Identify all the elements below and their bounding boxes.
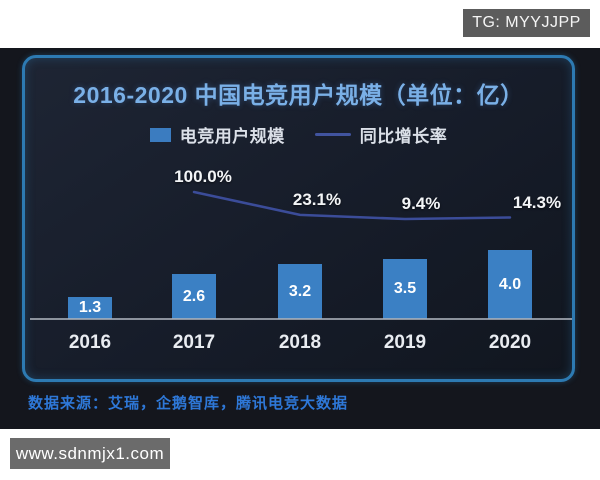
legend-item-growth: 同比增长率 xyxy=(314,122,448,147)
growth-rate-label-2019: 9.4% xyxy=(401,194,441,213)
telegram-badge: TG: MYYJJPP xyxy=(463,9,590,37)
bar-value-label-2016: 1.3 xyxy=(78,299,102,316)
bar-2018 xyxy=(278,264,322,319)
bar-2017 xyxy=(172,274,216,319)
line-series-swatch-icon xyxy=(314,133,351,136)
legend-label-users: 电竞用户规模 xyxy=(179,127,285,146)
x-axis-label-2017: 2017 xyxy=(172,332,216,353)
bar-value-label-2018: 3.2 xyxy=(288,282,312,300)
bar-2020 xyxy=(488,250,532,319)
chart-title: 2016-2020 中国电竞用户规模（单位：亿） xyxy=(73,82,524,108)
bar-value-label-2019: 3.5 xyxy=(393,280,417,297)
x-axis-label-2020: 2020 xyxy=(488,332,532,353)
growth-rate-label-2017: 100.0% xyxy=(174,167,232,186)
chart-legend: 电竞用户规模 同比增长率 xyxy=(22,122,575,147)
x-axis-label-2019: 2019 xyxy=(383,332,427,353)
x-axis-label-2018: 2018 xyxy=(278,332,322,353)
x-axis-label-2016: 2016 xyxy=(68,332,112,353)
watermark-url: www.sdnmjx1.com xyxy=(10,438,170,469)
bar-series-swatch-icon xyxy=(149,127,171,142)
bar-value-label-2020: 4.0 xyxy=(498,275,522,293)
growth-rate-label-2020: 14.3% xyxy=(512,192,562,212)
bar-value-label-2017: 2.6 xyxy=(182,287,206,305)
x-axis-line xyxy=(30,318,572,320)
bar-2019 xyxy=(383,259,427,319)
bar-2016 xyxy=(68,297,112,319)
legend-label-growth: 同比增长率 xyxy=(359,127,448,146)
legend-item-users: 电竞用户规模 xyxy=(149,122,285,147)
data-source-note: 数据来源：艾瑞，企鹅智库，腾讯电竞大数据 xyxy=(28,395,349,412)
growth-rate-label-2018: 23.1% xyxy=(292,189,342,209)
